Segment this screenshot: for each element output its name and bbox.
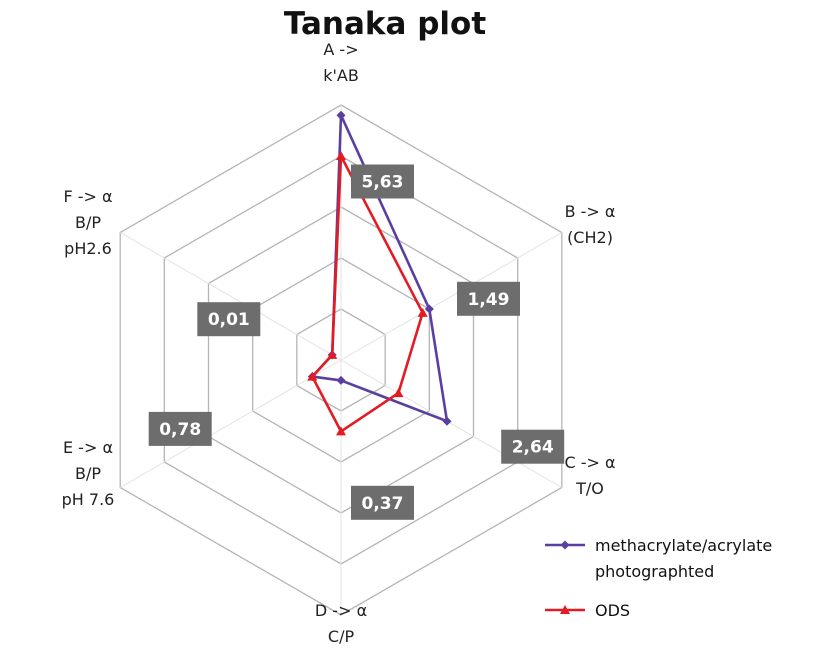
axis-label: F -> α: [63, 187, 112, 206]
legend-label: photographted: [595, 562, 714, 581]
axis-spoke: [340, 232, 563, 361]
axis-label: (CH2): [567, 228, 613, 247]
value-label-text: 0,37: [362, 494, 404, 514]
axis-label: C -> α: [564, 453, 615, 472]
value-label-text: 2,64: [512, 438, 554, 458]
data-point: [424, 304, 434, 314]
value-labels: 5,63 1,49 2,64 0,37 0,78 0,01: [148, 164, 565, 520]
axis-label: E -> α: [63, 438, 113, 457]
legend-entry: methacrylate/acrylate photographted: [545, 536, 772, 581]
value-label-box: [457, 281, 520, 316]
value-label: 0,78: [148, 411, 212, 446]
value-label-text: 0,01: [208, 310, 250, 330]
value-label-box: [351, 485, 414, 520]
value-label-box: [351, 164, 414, 199]
data-point: [307, 371, 318, 381]
data-point: [336, 426, 346, 436]
axis-spoke: [119, 232, 342, 361]
axis-spoke: [340, 359, 563, 488]
axis-label: k'AB: [323, 66, 359, 85]
value-label-box: [148, 411, 212, 446]
axis-label: pH2.6: [64, 239, 112, 258]
data-point: [442, 416, 452, 426]
value-label: 0,01: [197, 302, 261, 337]
axis-spoke: [119, 359, 342, 488]
value-label: 2,64: [501, 429, 565, 464]
data-point: [327, 349, 338, 359]
axis-label: pH 7.6: [62, 490, 115, 509]
axis-label: D -> α: [315, 601, 367, 620]
legend-marker: [560, 605, 570, 614]
legend-marker: [560, 540, 570, 550]
axis-label: T/O: [575, 479, 604, 498]
legend-label: methacrylate/acrylate: [595, 536, 772, 555]
data-point: [336, 110, 346, 120]
value-label: 0,37: [351, 485, 414, 520]
value-label: 1,49: [457, 281, 520, 316]
axis-label: A ->: [323, 40, 358, 59]
value-label-box: [501, 429, 565, 464]
axis-label: C/P: [328, 627, 355, 646]
chart-title: Tanaka plot: [284, 6, 486, 42]
axis-label: B -> α: [565, 202, 616, 221]
data-point: [417, 307, 428, 317]
data-point: [336, 375, 346, 385]
legend: methacrylate/acrylate photographted ODS: [545, 536, 772, 620]
legend-label: ODS: [595, 601, 630, 620]
value-label-box: [197, 302, 261, 337]
data-point: [393, 388, 404, 398]
value-label-text: 5,63: [362, 173, 404, 193]
value-label: 5,63: [351, 164, 414, 199]
data-point: [336, 151, 346, 160]
value-label-text: 0,78: [159, 420, 201, 440]
legend-entry: ODS: [545, 601, 630, 620]
axis-labels: A -> k'AB B -> α (CH2) C -> α T/O D -> α C/P E -…: [62, 40, 616, 646]
value-label-text: 1,49: [468, 290, 510, 310]
series-group: [307, 110, 452, 436]
axis-label: B/P: [75, 464, 101, 483]
axis-label: B/P: [75, 213, 101, 232]
